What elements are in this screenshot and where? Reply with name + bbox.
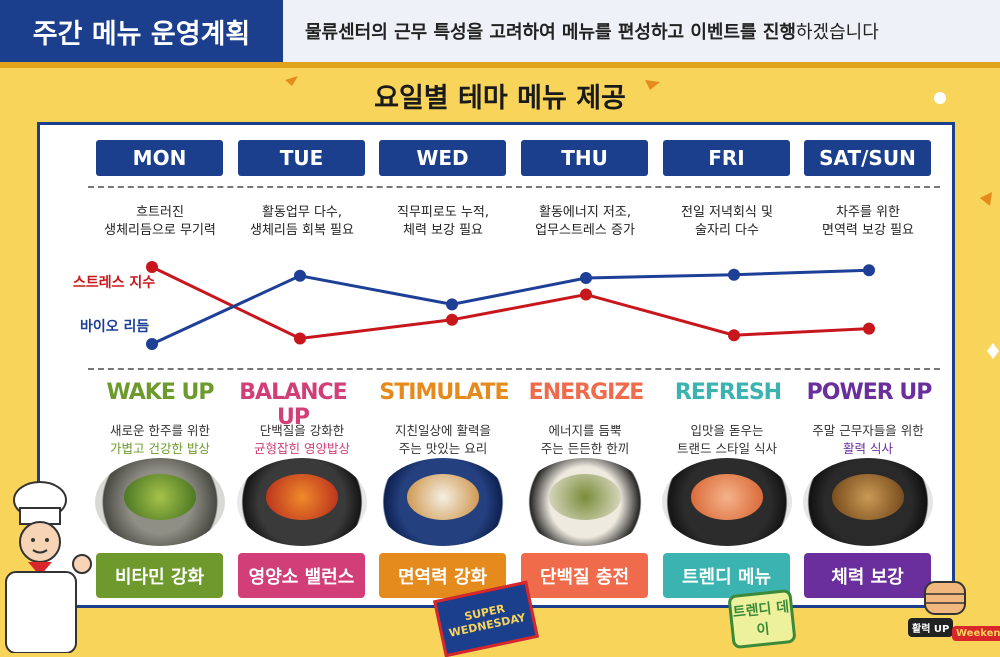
note-line: 생체리듬 회복 필요 [250,223,354,238]
data-point [728,329,740,342]
data-point [146,338,158,350]
desc-line: 주는 든든한 한끼 [540,441,630,456]
note-line: 업무스트레스 증가 [535,223,635,238]
header-bar: 주간 메뉴 운영계획 물류센터의 근무 특성을 고려하여 메뉴를 편성하고 이벤… [0,0,1000,62]
note-line: 술자리 다수 [695,223,759,238]
day-mon: MON [96,140,223,176]
note-line: 활동에너지 저조, [539,205,631,220]
series-line-0 [151,265,870,341]
power-up-sticker: 활력 UP [908,618,954,637]
data-point [863,264,875,277]
note-line: 활동업무 다수, [261,205,343,220]
legend-biorhythm: 바이오 리듬 [80,319,150,335]
desc-line: 새로운 한주를 위한 [110,423,210,438]
desc-line: 입맛을 돋우는 [690,423,764,438]
day-fri: FRI [663,140,790,176]
series-line-1 [151,268,870,346]
theme-title: ENERGIZE [528,380,645,405]
chef-illustration [5,481,92,653]
data-point [294,269,306,282]
legend-stress: 스트레스 지수 [73,275,156,291]
theme-title: BALANCE UP [239,380,347,430]
theme-title: POWER UP [806,380,933,405]
dish-stir-fry-image [803,458,933,546]
day-wed: WED [379,140,506,176]
data-point [580,272,592,284]
day-tue: TUE [238,140,365,176]
dish-cutlet-image [378,458,508,546]
note-line: 면역력 보강 필요 [822,223,914,238]
dish-bibimbap-image [95,458,225,546]
header-subtitle-main: 물류센터의 근무 특성을 고려하여 메뉴를 편성하고 이벤트를 진행 [305,22,796,43]
data-point [446,298,458,311]
label-pill: 체력 보강 [804,553,931,598]
desc-line: 활력 식사 [843,441,893,456]
data-point [446,313,458,326]
day-thu: THU [521,140,648,176]
label-pill: 영양소 밸런스 [238,553,365,598]
theme-title: REFRESH [674,380,782,405]
header-title: 주간 메뉴 운영계획 [0,0,283,62]
data-point [580,288,592,301]
note-line: 체력 보강 필요 [402,223,484,238]
confetti-decoration [285,76,999,359]
desc-line: 주는 맛있는 요리 [398,441,488,456]
weekend-sticker: Weekend [952,626,1000,641]
note-line: 차주를 위한 [836,205,900,220]
desc-line: 에너지를 듬뿍 [548,423,622,438]
label-pill: 비타민 강화 [96,553,223,598]
theme-title: STIMULATE [379,380,509,405]
desc-line: 균형잡힌 영양밥상 [254,441,350,456]
theme-title: WAKE UP [106,380,214,405]
header-subtitle-end: 하겠습니다 [795,22,879,43]
dish-pasta-image [662,458,792,546]
main-title: 요일별 테마 메뉴 제공 [374,83,626,114]
data-point [728,268,740,281]
desc-line: 주말 근무자들을 위한 [812,423,924,438]
label-pill: 단백질 충전 [521,553,648,598]
note-line: 전일 저녁회식 및 [681,205,773,220]
note-line: 흐트러진 [136,205,184,220]
day-note: 활동에너지 저조, 업무스트레스 증가 [510,204,660,240]
fist-icon [924,581,966,615]
dish-spicy-chicken-image [237,458,367,546]
desc-line: 지친일상에 활력을 [395,423,491,438]
note-line: 생체리듬으로 무기력 [104,223,216,238]
divider-top [88,186,940,188]
label-pill: 트렌디 메뉴 [663,553,790,598]
day-note: 직무피로도 누적, 체력 보강 필요 [368,204,518,240]
data-point [294,332,306,345]
data-point [863,322,875,335]
desc-line: 트랜드 스타일 식사 [677,441,777,456]
dish-soup-image [520,458,650,546]
desc-line: 가볍고 건강한 밥상 [110,441,210,456]
trendy-day-sticker: 트렌디 데이 [727,588,797,650]
desc-line: 단백질을 강화한 [259,423,345,438]
divider-middle [88,368,940,370]
day-note: 활동업무 다수, 생체리듬 회복 필요 [227,204,377,240]
note-line: 직무피로도 누적, [397,205,489,220]
data-point [146,261,158,273]
header-stripe [0,62,1000,68]
day-sat-sun: SAT/SUN [804,140,931,176]
header-subtitle: 물류센터의 근무 특성을 고려하여 메뉴를 편성하고 이벤트를 진행 하겠습니다 [305,0,879,62]
